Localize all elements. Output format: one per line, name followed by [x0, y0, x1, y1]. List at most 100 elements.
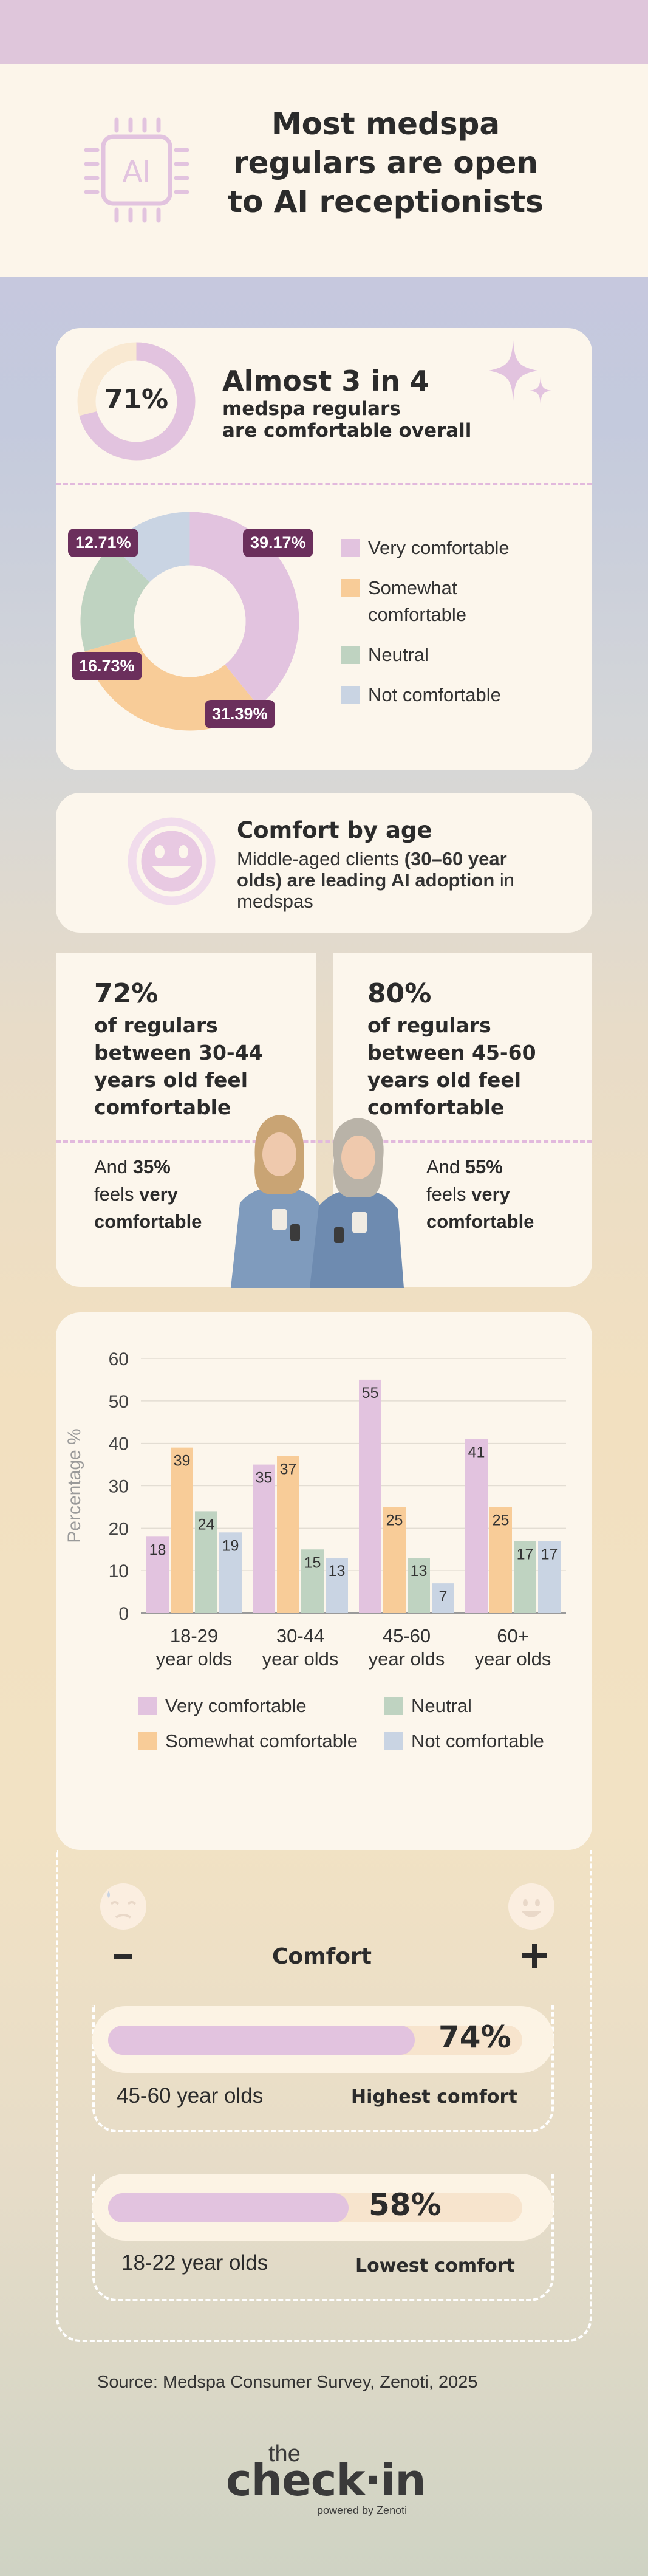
swatch-neutral	[341, 646, 360, 664]
swatch-very	[138, 1697, 157, 1715]
logo-the: the	[268, 2441, 301, 2467]
stat-sub-pct: 35%	[132, 1156, 171, 1177]
chip-text: AI	[123, 155, 151, 189]
bar-not	[538, 1541, 561, 1613]
donut-label-neutral: 16.73%	[72, 652, 142, 680]
stat-sub-bold: comfortable	[94, 1211, 202, 1232]
donut-label-very: 39.17%	[243, 529, 313, 557]
bar-age-label: 45-60 year olds	[117, 2084, 264, 2108]
logo-wordmark: check·in	[226, 2454, 426, 2506]
bar-neutral	[301, 1549, 324, 1613]
dashed-divider	[56, 483, 592, 485]
bar-somewhat	[383, 1507, 406, 1613]
title-line: to AI receptionists	[228, 184, 544, 219]
bar-somewhat	[277, 1456, 299, 1613]
legend-label: Neutral	[368, 644, 429, 665]
logo-tagline: powered by Zenoti	[317, 2504, 408, 2516]
dashed-divider	[56, 1140, 592, 1143]
age-description: Middle-aged clients (30–60 year olds) ar…	[237, 848, 553, 912]
bar-value-label: 37	[280, 1461, 297, 1478]
y-tick-label: 20	[109, 1519, 129, 1539]
donut-slice-very	[189, 512, 299, 707]
y-tick-label: 10	[109, 1561, 129, 1581]
bar-pct: 58%	[369, 2187, 442, 2222]
swatch-somewhat	[138, 1732, 157, 1750]
subtitle-line: medspa regulars	[222, 398, 401, 420]
bar-somewhat	[171, 1447, 193, 1613]
legend-label: Very comfortable	[165, 1695, 307, 1716]
bar-card-outline	[92, 2005, 554, 2132]
comfort-label: Comfort	[271, 1944, 372, 1969]
stat-line: between 45-60	[367, 1041, 536, 1064]
bar-value-label: 13	[329, 1563, 346, 1580]
stat-sub-text: And	[94, 1156, 133, 1177]
bar-value-label: 39	[174, 1453, 191, 1470]
top-banner	[0, 0, 648, 64]
comfort-bar-highest: 74%	[92, 2006, 554, 2073]
sparkle-icon	[489, 340, 551, 404]
happy-face-icon	[508, 1883, 554, 1930]
bar-neutral	[408, 1558, 430, 1613]
bar-value-label: 41	[468, 1444, 485, 1461]
donut-slice-neutral	[80, 544, 150, 652]
legend-item: Very comfortable	[138, 1695, 307, 1717]
bar-value-label: 17	[517, 1546, 534, 1563]
bar-somewhat	[489, 1507, 512, 1613]
bar-value-label: 35	[256, 1470, 273, 1487]
swatch-somewhat	[341, 579, 360, 597]
bar-not	[219, 1532, 242, 1613]
two-women-photo	[231, 1115, 404, 1288]
bar-card-outline	[92, 2174, 554, 2301]
bar-very	[359, 1379, 381, 1613]
stat-sub-bold: very	[139, 1184, 178, 1205]
stat-subnote: And 35% feels very comfortable	[94, 1153, 202, 1235]
worried-face-icon	[100, 1883, 146, 1930]
x-tick-label: 18-29	[170, 1625, 218, 1646]
donut-hole	[134, 565, 246, 677]
overall-headline: Almost 3 in 4	[222, 365, 429, 397]
stat-line: of regulars	[367, 1013, 491, 1037]
legend-item: Not comfortable	[341, 682, 572, 708]
legend-item: Neutral	[384, 1695, 472, 1717]
x-tick-label: year olds	[156, 1648, 233, 1670]
x-tick-label: 60+	[497, 1625, 529, 1646]
page-title: Most medspa regulars are open to AI rece…	[200, 104, 571, 221]
stat-description: of regulars between 45-60 years old feel…	[367, 1012, 536, 1121]
bar-track	[108, 2193, 522, 2222]
legend-label-line: comfortable	[368, 604, 466, 625]
donut-label-not: 12.71%	[68, 529, 138, 557]
stat-sub-bold: comfortable	[426, 1211, 534, 1232]
stat-line: between 30-44	[94, 1041, 263, 1064]
legend-label: Not comfortable	[368, 684, 501, 705]
bar-fill	[108, 2026, 415, 2055]
legend-item: Somewhat comfortable	[341, 575, 572, 628]
title-line: regulars are open	[233, 145, 539, 180]
bar-very	[465, 1439, 488, 1613]
stat-line: of regulars	[94, 1013, 218, 1037]
y-tick-label: 40	[109, 1434, 129, 1454]
swatch-not	[384, 1732, 403, 1750]
age-desc-text: Middle-aged clients	[237, 848, 404, 869]
bar-fill	[108, 2193, 349, 2222]
bar-age-label: 18-22 year olds	[121, 2251, 268, 2275]
stat-description: of regulars between 30-44 years old feel…	[94, 1012, 263, 1121]
swatch-neutral	[384, 1697, 403, 1715]
bar-value-label: 25	[493, 1512, 510, 1529]
bar-not	[432, 1583, 454, 1613]
stat-sub-text: feels	[426, 1184, 472, 1205]
x-tick-label: 45-60	[383, 1625, 431, 1646]
stat-sub-pct: 55%	[465, 1156, 503, 1177]
x-tick-label: year olds	[369, 1648, 445, 1670]
bar-value-label: 17	[541, 1546, 558, 1563]
bar-value-label: 18	[149, 1541, 166, 1558]
stat-line: comfortable	[94, 1095, 231, 1119]
stat-line: years old feel	[94, 1068, 248, 1092]
y-axis-label: Percentage %	[64, 1428, 84, 1543]
legend-item: Neutral	[341, 642, 572, 668]
legend-label: Neutral	[411, 1695, 472, 1716]
y-tick-label: 30	[109, 1477, 129, 1497]
overall-subtitle: medspa regulars are comfortable overall	[222, 398, 538, 442]
x-tick-label: 30-44	[276, 1625, 324, 1646]
age-desc-bold: (30–60 year olds) are leading AI adoptio…	[237, 848, 507, 891]
comfort-bar-lowest: 58%	[92, 2174, 554, 2241]
